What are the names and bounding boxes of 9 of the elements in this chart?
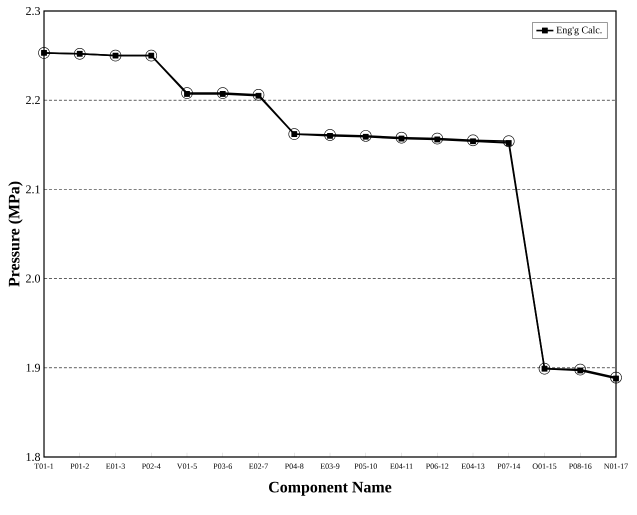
y-tick-label: 1.9	[26, 364, 40, 372]
y-tick-label: 2.1	[26, 185, 40, 194]
y-tick-label: 2.2	[26, 96, 40, 104]
y-axis-title: Pressure (MPa)	[8, 182, 23, 287]
y-tick-label: 2.3	[26, 6, 40, 16]
y-tick-label: 2.0	[26, 274, 40, 283]
x-axis-title: Component Name	[269, 482, 392, 496]
y-tick-label: 1.8	[26, 452, 40, 462]
legend-label: Eng'g Calc.	[556, 26, 602, 36]
